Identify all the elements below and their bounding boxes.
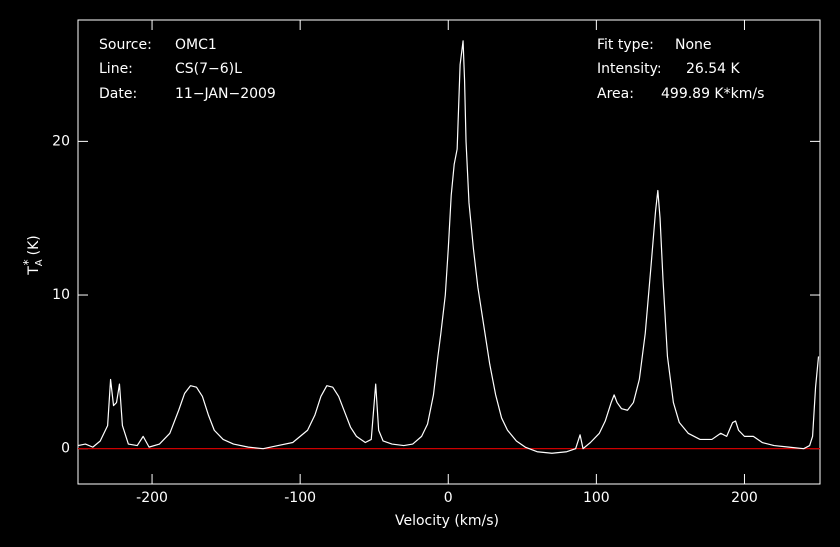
- annotation-label: Fit type:: [597, 37, 654, 53]
- annotation-label: Source:: [99, 37, 152, 53]
- y-label-sub: A: [34, 259, 45, 266]
- plot-frame: [77, 19, 821, 485]
- annotation-value: None: [675, 37, 712, 53]
- x-axis-label: Velocity (km/s): [395, 513, 499, 529]
- annotation-label: Area:: [597, 86, 634, 102]
- x-tick-label: -100: [284, 490, 316, 506]
- x-tick-label: 0: [444, 490, 453, 506]
- y-axis-label: TA* (K): [21, 235, 46, 276]
- annotation-label: Line:: [99, 61, 133, 77]
- y-tick-label: 0: [61, 441, 70, 457]
- annotation-value: 26.54 K: [686, 61, 741, 77]
- x-tick-label: 100: [583, 490, 610, 506]
- y-label-unit: (K): [26, 235, 42, 255]
- spectrum-line: [77, 40, 820, 454]
- y-label-sup: *: [21, 259, 35, 265]
- annotation-label: Intensity:: [597, 61, 662, 77]
- y-tick-label: 20: [52, 133, 70, 149]
- x-tick-label: 200: [731, 490, 758, 506]
- y-tick-label: 10: [52, 287, 70, 303]
- annotation-value: CS(7−6)L: [175, 61, 242, 77]
- x-tick-label: -200: [136, 490, 168, 506]
- annotation-label: Date:: [99, 86, 137, 102]
- annotation-value: 499.89 K*km/s: [661, 86, 764, 102]
- annotation-value: 11−JAN−2009: [175, 86, 276, 102]
- annotation-value: OMC1: [175, 37, 217, 53]
- y-label-base: T: [26, 266, 42, 276]
